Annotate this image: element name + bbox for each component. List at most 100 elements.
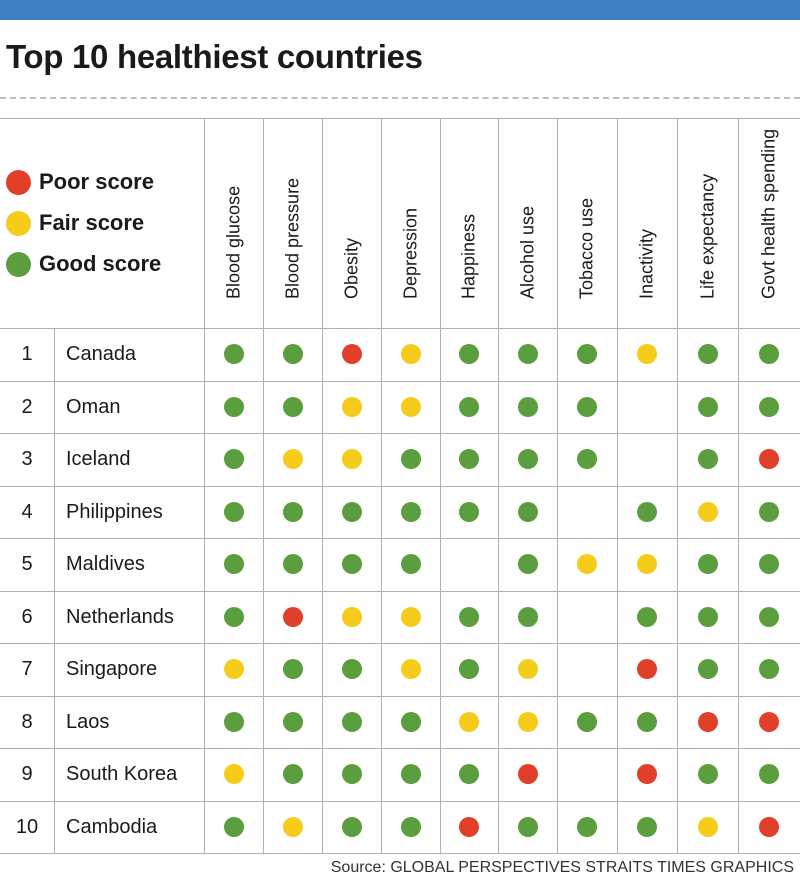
country-name: Philippines [66,500,163,523]
legend-fair-swatch [6,210,31,236]
legend-fair-label: Fair score [39,210,145,235]
column-header-label: Blood pressure [282,177,302,299]
header-top-rule [0,118,800,119]
country-name: Canada [66,343,137,365]
column-header: Inactivity [617,118,677,328]
row-rule [0,591,800,592]
score-dot-poor [759,711,779,732]
score-dot-good [341,501,362,522]
score-dot-good [459,449,479,470]
column-header-label: Inactivity [636,228,657,299]
legend-item-good: Good score [6,249,161,279]
score-dot-good [282,764,303,785]
score-dot-good [282,344,303,365]
row-rule [0,853,800,854]
score-dot-good [400,501,421,522]
column-rule [322,118,323,854]
rank-number: 9 [21,763,33,785]
country-name: Cambodia [66,815,158,838]
score-dot-good [341,554,362,575]
score-dot-good [697,659,718,680]
score-dot-good [459,659,479,680]
score-dot-good [697,764,718,785]
score-dot-poor [759,449,779,470]
score-dot-good [577,711,597,732]
country-name: Maldives [66,553,145,575]
score-dot-good [341,659,362,680]
score-dot-good [577,396,597,417]
score-dot-good [697,344,718,365]
score-dot-good [459,501,479,522]
legend-good-swatch [6,251,31,277]
score-dot-good [223,606,244,627]
score-dot-good [341,764,362,785]
row-rule [0,643,800,644]
score-dot-fair [517,659,538,680]
score-dot-fair [400,396,421,417]
score-dot-good [223,344,244,365]
column-rule [440,118,441,854]
column-header: Govt health spending [738,118,800,328]
score-dot-good [223,501,244,522]
score-dot-fair [637,554,657,575]
row-rule [0,801,800,802]
legend-good-label: Good score [39,251,162,276]
column-rule [498,118,499,854]
rank-number: 2 [21,395,33,418]
column-header-label: Life expectancy [697,173,717,299]
chart-title: Top 10 healthiest countries [6,38,423,75]
score-dot-fair [400,606,421,627]
score-dot-good [282,659,303,680]
column-header-label: Depression [400,207,420,299]
score-dot-fair [517,711,538,732]
row-rule [0,486,800,487]
legend-poor-label: Poor score [39,169,154,194]
score-dot-fair [577,554,597,575]
score-dot-fair [400,344,421,365]
column-header: Obesity [322,118,381,328]
row-rule [0,433,800,434]
legend-poor-swatch [6,169,31,195]
score-dot-good [223,396,244,417]
score-dot-good [517,396,538,417]
top-accent-bar [0,0,800,20]
score-dot-good [223,711,244,732]
score-dot-good [459,606,479,627]
column-header: Depression [381,118,440,328]
country-name: Oman [66,395,121,418]
score-dot-poor [517,764,538,785]
score-dot-poor [637,764,657,785]
row-rule [0,538,800,539]
row-rule [0,696,800,697]
score-dot-good [577,344,597,365]
score-dot-good [759,344,779,365]
score-dot-fair [223,659,244,680]
rank-number: 4 [21,500,33,523]
score-dot-good [400,554,421,575]
country-name: Netherlands [66,605,174,628]
score-dot-good [637,816,657,837]
row-rule [0,381,800,382]
score-dot-fair [400,659,421,680]
score-dot-poor [759,816,779,837]
score-dot-good [637,606,657,627]
score-dot-good [517,449,538,470]
column-header: Alcohol use [498,118,557,328]
score-dot-good [759,396,779,417]
score-dot-good [223,554,244,575]
score-dot-fair [341,606,362,627]
score-dot-fair [697,816,718,837]
country-name: Laos [66,710,110,733]
score-dot-fair [637,344,657,365]
column-rule [738,118,739,854]
column-header-label: Obesity [341,237,361,299]
rank-number: 6 [21,605,33,628]
score-dot-good [517,554,538,575]
score-dot-good [459,396,479,417]
column-header-label: Blood glucose [223,185,243,299]
score-dot-good [400,816,421,837]
column-header-label: Alcohol use [517,205,537,299]
score-dot-good [459,344,479,365]
score-dot-good [577,449,597,470]
column-header: Blood pressure [263,118,322,328]
